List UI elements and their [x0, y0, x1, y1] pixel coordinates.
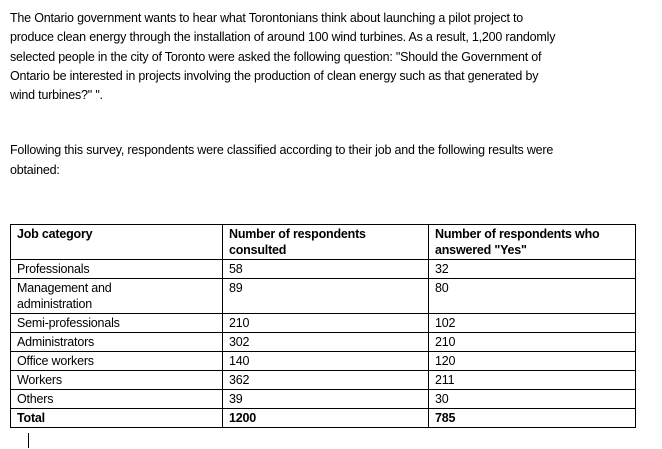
cell-job-category: Others [10, 389, 223, 410]
table-row: Semi-professionals 210 102 [10, 313, 636, 334]
cell-answered-yes: 102 [428, 313, 636, 334]
cell-consulted: 140 [222, 351, 429, 372]
cell-job-category: Total [10, 408, 223, 429]
text-cursor [28, 433, 29, 448]
cell-answered-yes: 32 [428, 259, 636, 280]
cell-job-category: Administrators [10, 332, 223, 353]
table-row: Professionals 58 32 [10, 259, 636, 280]
table-row: Management and administration 89 80 [10, 278, 636, 315]
cell-job-category: Workers [10, 370, 223, 391]
cell-answered-yes: 30 [428, 389, 636, 410]
table-header-row: Job category Number of respondents consul… [10, 224, 636, 261]
cell-consulted: 210 [222, 313, 429, 334]
cell-answered-yes: 120 [428, 351, 636, 372]
intro-paragraph: The Ontario government wants to hear wha… [10, 11, 556, 103]
cell-job-category: Office workers [10, 351, 223, 372]
cell-answered-yes: 210 [428, 332, 636, 353]
column-header-consulted: Number of respondents consulted [222, 224, 429, 261]
column-header-answered-yes: Number of respondents who answered "Yes" [428, 224, 636, 261]
table-total-row: Total 1200 785 [10, 408, 636, 429]
cell-consulted: 302 [222, 332, 429, 353]
table-row: Others 39 30 [10, 389, 636, 410]
cell-job-category: Semi-professionals [10, 313, 223, 334]
table-row: Workers 362 211 [10, 370, 636, 391]
cell-job-category: Professionals [10, 259, 223, 280]
cell-consulted: 89 [222, 278, 429, 315]
table-body: Professionals 58 32 Management and administ… [10, 259, 636, 429]
cell-consulted: 1200 [222, 408, 429, 429]
classification-paragraph: Following this survey, respondents were … [10, 143, 554, 177]
survey-results-table: Job category Number of respondents consul… [10, 224, 636, 429]
cell-answered-yes: 785 [428, 408, 636, 429]
cell-consulted: 58 [222, 259, 429, 280]
table-row: Administrators 302 210 [10, 332, 636, 353]
column-header-job-category: Job category [10, 224, 223, 261]
cell-job-category: Management and administration [10, 278, 223, 315]
table-row: Office workers 140 120 [10, 351, 636, 372]
cell-answered-yes: 211 [428, 370, 636, 391]
cell-consulted: 362 [222, 370, 429, 391]
cell-consulted: 39 [222, 389, 429, 410]
cell-answered-yes: 80 [428, 278, 636, 315]
